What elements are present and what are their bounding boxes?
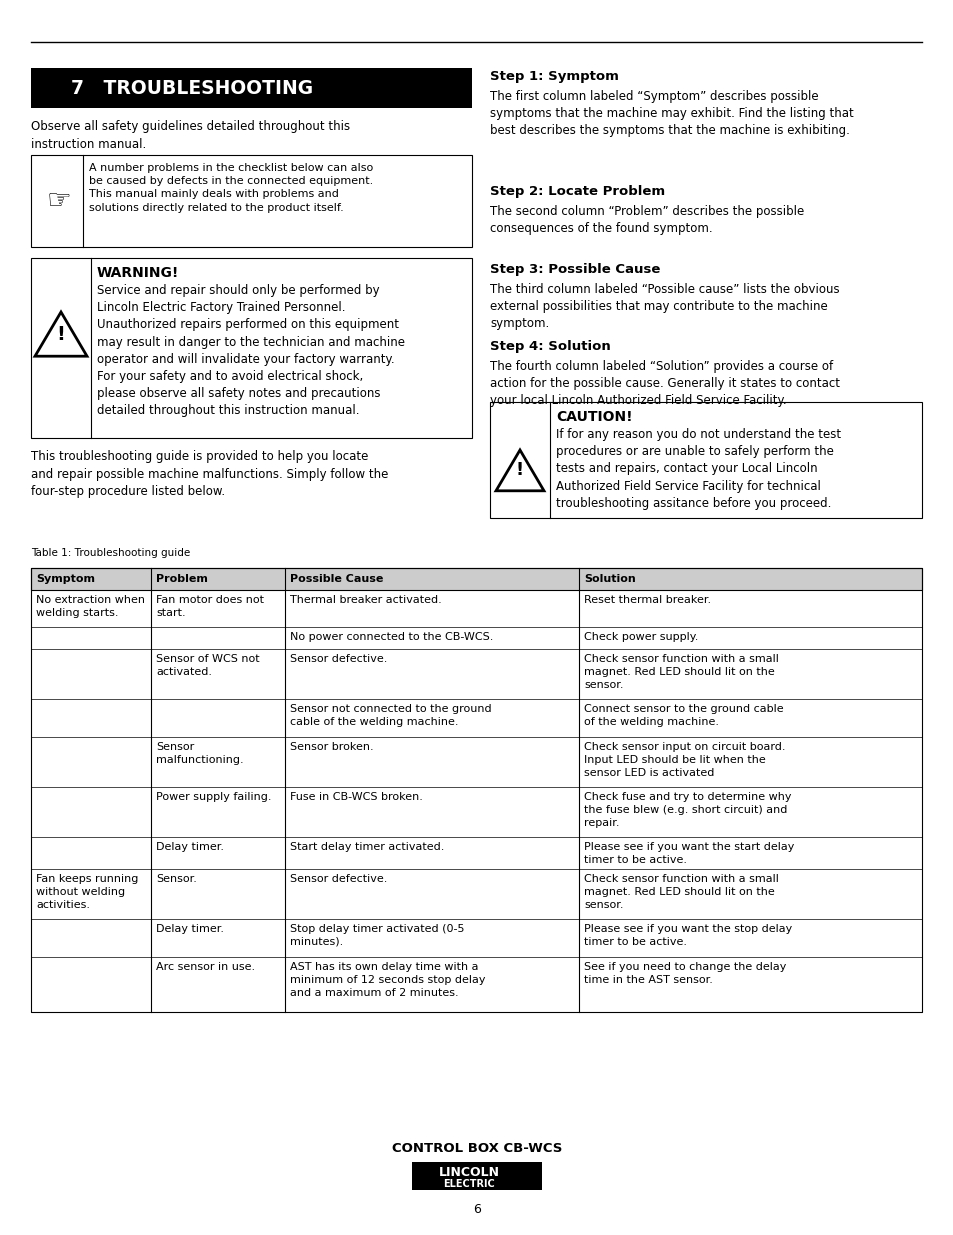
FancyBboxPatch shape: [30, 258, 472, 438]
FancyBboxPatch shape: [30, 68, 472, 107]
Text: Sensor
malfunctioning.: Sensor malfunctioning.: [156, 742, 244, 764]
Text: ☞: ☞: [47, 186, 71, 215]
Text: Reset thermal breaker.: Reset thermal breaker.: [583, 595, 710, 605]
Text: Check fuse and try to determine why
the fuse blew (e.g. short circuit) and
repai: Check fuse and try to determine why the …: [583, 792, 791, 827]
Text: Check sensor input on circuit board.
Input LED should be lit when the
sensor LED: Check sensor input on circuit board. Inp…: [583, 742, 784, 778]
Text: Symptom: Symptom: [36, 574, 95, 584]
FancyBboxPatch shape: [412, 1162, 541, 1191]
Text: Check sensor function with a small
magnet. Red LED should lit on the
sensor.: Check sensor function with a small magne…: [583, 874, 778, 910]
Text: Sensor broken.: Sensor broken.: [290, 742, 374, 752]
Text: Power supply failing.: Power supply failing.: [156, 792, 272, 802]
Text: The third column labeled “Possible cause” lists the obvious
external possibiliti: The third column labeled “Possible cause…: [490, 283, 839, 331]
Text: —: —: [513, 1167, 524, 1177]
Polygon shape: [35, 312, 87, 356]
Text: Fan motor does not
start.: Fan motor does not start.: [156, 595, 264, 618]
Text: Start delay timer activated.: Start delay timer activated.: [290, 842, 444, 852]
Text: Service and repair should only be performed by
Lincoln Electric Factory Trained : Service and repair should only be perfor…: [97, 284, 405, 417]
Text: Connect sensor to the ground cable
of the welding machine.: Connect sensor to the ground cable of th…: [583, 704, 782, 727]
Text: LINCOLN: LINCOLN: [438, 1166, 499, 1178]
Text: Possible Cause: Possible Cause: [290, 574, 383, 584]
Text: Sensor of WCS not
activated.: Sensor of WCS not activated.: [156, 655, 259, 677]
Text: CONTROL BOX CB-WCS: CONTROL BOX CB-WCS: [392, 1141, 561, 1155]
FancyBboxPatch shape: [30, 568, 921, 590]
Text: 6: 6: [473, 1203, 480, 1216]
Text: !: !: [56, 325, 66, 343]
Text: Solution: Solution: [583, 574, 635, 584]
Text: See if you need to change the delay
time in the AST sensor.: See if you need to change the delay time…: [583, 962, 785, 984]
Text: No extraction when
welding starts.: No extraction when welding starts.: [36, 595, 145, 618]
Text: Fan keeps running
without welding
activities.: Fan keeps running without welding activi…: [36, 874, 138, 910]
Text: 7   TROUBLESHOOTING: 7 TROUBLESHOOTING: [71, 79, 313, 98]
Text: Delay timer.: Delay timer.: [156, 842, 224, 852]
Text: A number problems in the checklist below can also
be caused by defects in the co: A number problems in the checklist below…: [89, 163, 373, 212]
Text: Sensor defective.: Sensor defective.: [290, 874, 387, 884]
Text: Step 2: Locate Problem: Step 2: Locate Problem: [490, 185, 664, 198]
FancyBboxPatch shape: [30, 156, 472, 247]
Text: Sensor defective.: Sensor defective.: [290, 655, 387, 664]
Text: Check power supply.: Check power supply.: [583, 632, 698, 642]
Text: WARNING!: WARNING!: [97, 266, 179, 280]
Text: The fourth column labeled “Solution” provides a course of
action for the possibl: The fourth column labeled “Solution” pro…: [490, 359, 840, 408]
Text: Stop delay timer activated (0-5
minutes).: Stop delay timer activated (0-5 minutes)…: [290, 924, 464, 947]
Text: Please see if you want the start delay
timer to be active.: Please see if you want the start delay t…: [583, 842, 794, 864]
Text: Arc sensor in use.: Arc sensor in use.: [156, 962, 255, 972]
Text: Step 3: Possible Cause: Step 3: Possible Cause: [490, 263, 659, 275]
Text: AST has its own delay time with a
minimum of 12 seconds stop delay
and a maximum: AST has its own delay time with a minimu…: [290, 962, 485, 998]
Text: Observe all safety guidelines detailed throughout this
instruction manual.: Observe all safety guidelines detailed t…: [30, 120, 350, 151]
Text: Sensor.: Sensor.: [156, 874, 197, 884]
Text: Fuse in CB-WCS broken.: Fuse in CB-WCS broken.: [290, 792, 422, 802]
Text: Step 1: Symptom: Step 1: Symptom: [490, 70, 618, 83]
Text: !: !: [516, 462, 523, 479]
FancyBboxPatch shape: [490, 403, 921, 517]
Text: Check sensor function with a small
magnet. Red LED should lit on the
sensor.: Check sensor function with a small magne…: [583, 655, 778, 689]
Text: ELECTRIC: ELECTRIC: [442, 1179, 495, 1189]
Text: Please see if you want the stop delay
timer to be active.: Please see if you want the stop delay ti…: [583, 924, 791, 947]
Text: This troubleshooting guide is provided to help you locate
and repair possible ma: This troubleshooting guide is provided t…: [30, 450, 388, 498]
Text: Table 1: Troubleshooting guide: Table 1: Troubleshooting guide: [30, 548, 190, 558]
Polygon shape: [496, 450, 543, 490]
Text: Step 4: Solution: Step 4: Solution: [490, 340, 610, 353]
Text: If for any reason you do not understand the test
procedures or are unable to saf: If for any reason you do not understand …: [556, 429, 841, 510]
Text: Thermal breaker activated.: Thermal breaker activated.: [290, 595, 441, 605]
Text: Problem: Problem: [156, 574, 208, 584]
Text: Sensor not connected to the ground
cable of the welding machine.: Sensor not connected to the ground cable…: [290, 704, 491, 727]
Text: Delay timer.: Delay timer.: [156, 924, 224, 934]
Text: No power connected to the CB-WCS.: No power connected to the CB-WCS.: [290, 632, 493, 642]
Text: CAUTION!: CAUTION!: [556, 410, 632, 424]
Text: The first column labeled “Symptom” describes possible
symptoms that the machine : The first column labeled “Symptom” descr…: [490, 90, 853, 137]
Text: The second column “Problem” describes the possible
consequences of the found sym: The second column “Problem” describes th…: [490, 205, 803, 235]
